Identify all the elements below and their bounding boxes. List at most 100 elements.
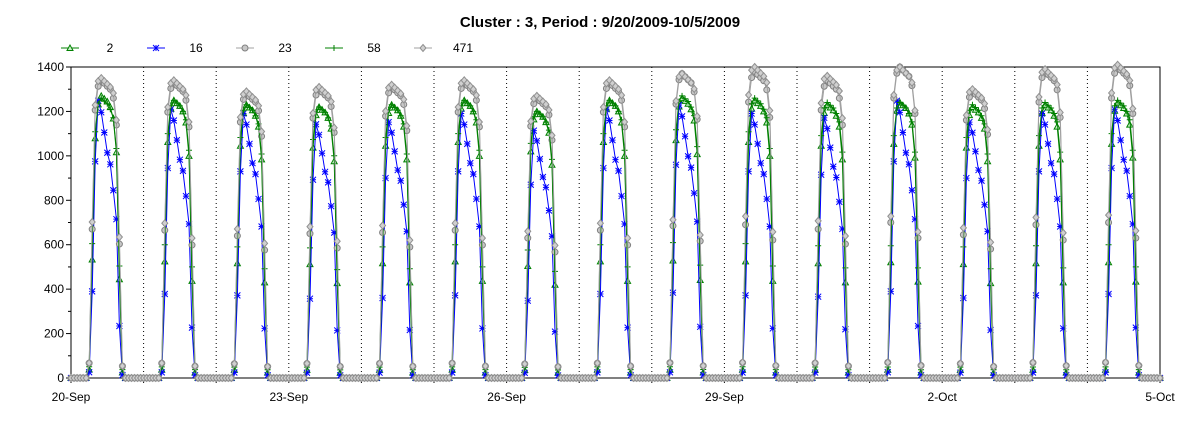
data-point-16-131	[463, 140, 471, 148]
data-point-58-37	[179, 108, 186, 115]
data-point-471-85	[324, 91, 332, 100]
data-point-16-130	[460, 121, 468, 128]
data-point-58-208	[697, 262, 704, 269]
data-point-16-110	[400, 201, 408, 209]
data-point-471-184	[623, 233, 632, 243]
data-point-471-199	[669, 215, 677, 225]
data-point-58-112	[406, 265, 413, 272]
data-point-58-299	[972, 104, 979, 111]
data-point-16-83	[318, 149, 326, 157]
legend-label-2: 2	[107, 41, 114, 55]
data-point-471-198	[666, 358, 674, 368]
data-point-471-173	[590, 373, 598, 383]
data-point-16-223	[742, 292, 749, 299]
data-point-16-132	[466, 159, 474, 167]
data-point-471-78	[303, 359, 311, 368]
data-point-16-252	[829, 163, 837, 170]
data-point-16-36	[176, 156, 184, 164]
data-point-16-37	[179, 167, 187, 175]
data-point-16-10	[97, 108, 105, 116]
data-point-16-174	[593, 369, 601, 376]
data-point-471-280	[914, 227, 922, 237]
data-point-16-351	[1129, 220, 1137, 228]
data-point-58-301	[978, 112, 985, 119]
data-point-58-155	[536, 111, 543, 118]
data-point-58-82	[316, 103, 323, 110]
x-tick-label-2: 26-Sep	[487, 390, 526, 404]
data-point-58-34	[170, 97, 177, 104]
legend: 2 16 23 58 471	[61, 41, 473, 55]
legend-label-23: 23	[278, 41, 292, 55]
data-point-16-232	[769, 325, 777, 332]
data-point-16-347	[1117, 136, 1125, 144]
data-point-58-319	[1032, 242, 1039, 249]
data-point-471-112	[406, 235, 414, 245]
data-point-16-225	[748, 110, 755, 117]
data-point-58-321	[1039, 105, 1046, 112]
data-point-471-351	[1129, 104, 1137, 113]
data-point-16-134	[472, 195, 480, 203]
data-point-58-12	[104, 100, 111, 107]
data-point-16-254	[835, 198, 843, 206]
data-point-471-174	[593, 358, 602, 368]
data-point-471-110	[400, 95, 408, 104]
data-point-471-248	[817, 98, 825, 108]
data-point-471-200	[672, 96, 680, 106]
data-point-16-127	[451, 292, 459, 299]
data-point-58-109	[397, 112, 404, 119]
data-point-58-271	[887, 242, 894, 249]
data-point-16-181	[615, 167, 622, 175]
data-point-58-303	[984, 150, 991, 157]
data-point-58-320	[1036, 132, 1042, 139]
data-point-58-8	[92, 128, 99, 135]
data-point-16-15	[113, 215, 120, 223]
y-tick-label-5: 1000	[37, 149, 64, 163]
data-point-16-85	[324, 179, 332, 186]
data-point-471-207	[693, 112, 701, 121]
data-point-16-88	[333, 327, 341, 334]
data-point-58-280	[915, 264, 921, 271]
data-point-16-326	[1053, 195, 1061, 203]
data-point-58-348	[1120, 102, 1127, 109]
data-point-471-8	[91, 100, 99, 110]
data-point-471-181	[614, 84, 623, 94]
data-point-16-104	[382, 174, 389, 182]
data-point-16-270	[884, 368, 892, 376]
data-point-471-176	[599, 102, 608, 112]
data-point-16-246	[811, 369, 819, 376]
data-point-58-274	[896, 99, 903, 106]
data-point-58-85	[325, 114, 332, 121]
data-point-16-280	[914, 322, 922, 330]
data-point-23-225	[748, 74, 756, 82]
data-point-471-349	[1123, 69, 1131, 79]
data-point-58-64	[261, 265, 268, 272]
data-point-23-249	[820, 82, 828, 90]
data-point-471-77	[300, 373, 308, 383]
data-point-471-350	[1126, 76, 1134, 85]
data-point-58-275	[899, 102, 906, 109]
data-point-16-109	[397, 177, 405, 185]
x-axis: 20-Sep 23-Sep 26-Sep 29-Sep 2-Oct 5-Oct	[52, 378, 1175, 404]
data-point-16-205	[687, 164, 695, 171]
series-line-471	[71, 64, 1160, 379]
data-point-471-111	[403, 121, 411, 131]
data-point-16-78	[303, 369, 311, 377]
data-point-16-231	[766, 223, 774, 230]
data-point-471-32	[164, 102, 172, 112]
data-point-16-55	[234, 292, 241, 299]
data-point-58-63	[258, 150, 265, 157]
data-point-58-278	[908, 118, 915, 125]
data-point-58-13	[107, 106, 114, 113]
data-point-16-60	[249, 159, 256, 167]
data-point-16-228	[757, 159, 765, 167]
data-point-58-349	[1123, 108, 1130, 115]
data-point-16-250	[823, 125, 831, 133]
data-point-58-224	[745, 128, 752, 135]
data-point-471-320	[1035, 92, 1043, 102]
data-point-58-276	[902, 105, 909, 112]
data-point-16-59	[246, 140, 253, 148]
data-point-471-296	[962, 110, 971, 120]
data-point-16-321	[1038, 110, 1046, 117]
data-point-471-15	[112, 115, 121, 125]
data-point-58-296	[963, 134, 970, 141]
